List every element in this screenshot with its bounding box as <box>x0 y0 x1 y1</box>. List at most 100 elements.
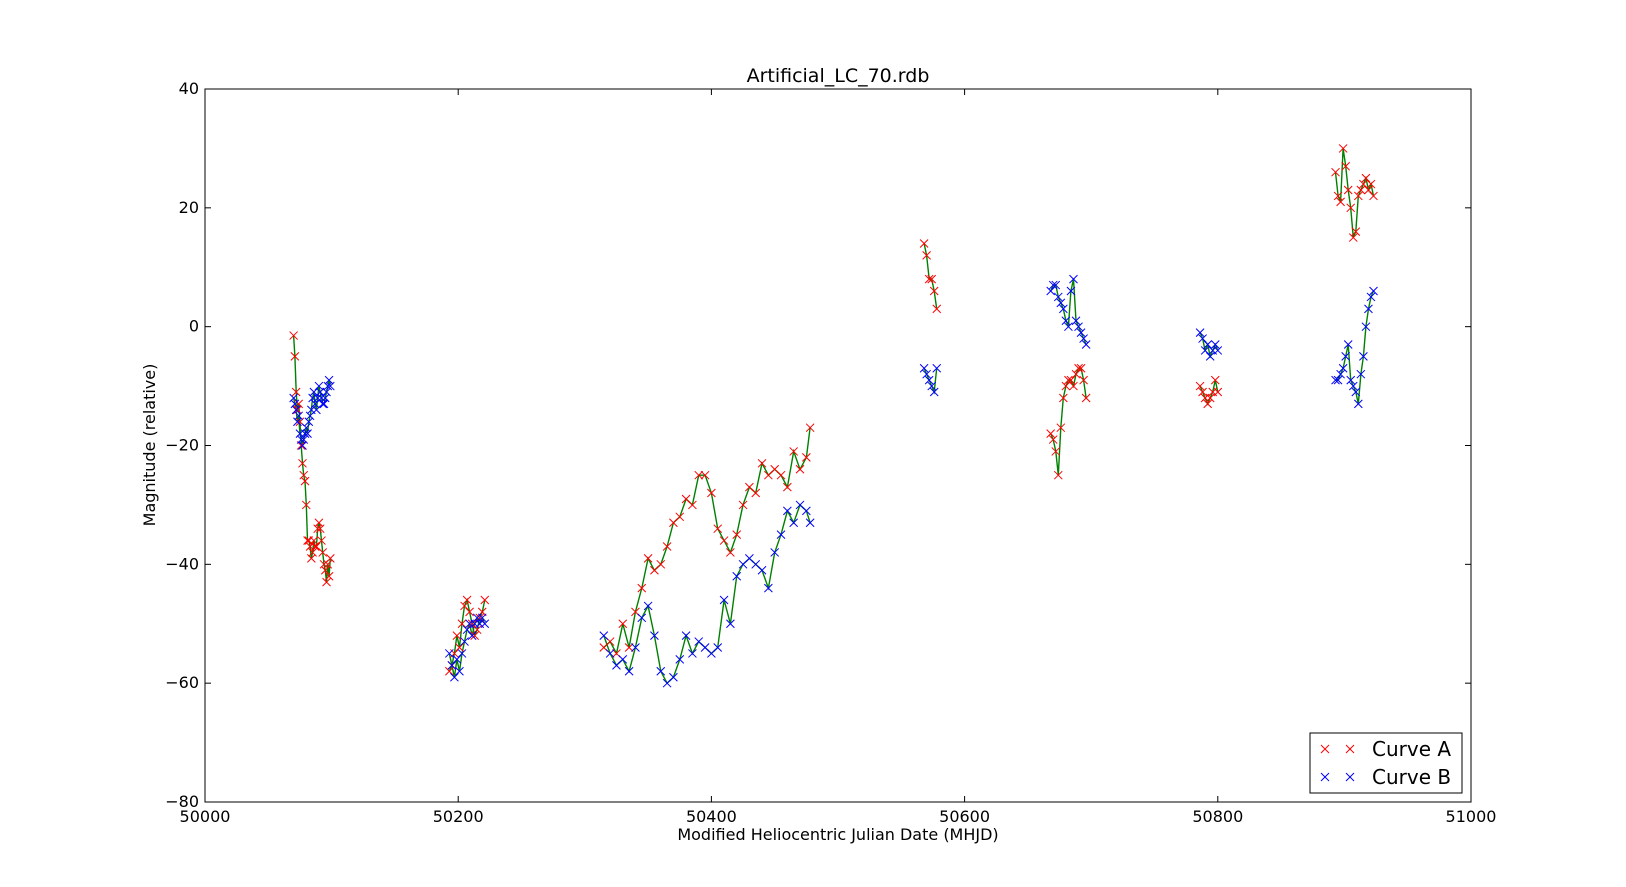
point-curve-b <box>1061 316 1071 326</box>
point-curve-b <box>477 613 487 623</box>
y-axis-title: Magnitude (relative) <box>140 364 159 527</box>
point-curve-b <box>1369 286 1378 296</box>
point-curve-a <box>713 524 723 534</box>
point-curve-a <box>1356 185 1366 195</box>
fit-line <box>923 243 938 309</box>
point-curve-b <box>294 411 304 421</box>
legend-marker <box>1345 772 1355 782</box>
y-tick-label: 0 <box>189 317 199 336</box>
point-curve-a <box>783 482 792 492</box>
point-curve-a <box>1361 173 1371 183</box>
point-curve-a <box>324 571 334 581</box>
x-tick-label: 51000 <box>1446 807 1497 826</box>
point-curve-a <box>932 304 942 314</box>
legend-marker <box>1320 744 1330 754</box>
y-tick-label: 20 <box>179 198 199 217</box>
point-curve-b <box>650 631 659 640</box>
point-curve-a <box>308 548 317 557</box>
point-curve-a <box>1198 387 1207 397</box>
point-curve-b <box>1198 334 1207 343</box>
fit-line <box>1335 290 1375 405</box>
point-curve-a <box>1364 185 1373 195</box>
point-curve-a <box>1213 387 1223 397</box>
point-curve-b <box>1076 328 1086 337</box>
point-curve-b <box>801 506 811 516</box>
point-curve-b <box>1066 286 1076 296</box>
point-curve-b <box>1053 292 1063 302</box>
point-curve-b <box>1353 399 1363 409</box>
point-curve-b <box>599 631 609 640</box>
point-curve-a <box>323 559 333 569</box>
point-curve-a <box>776 470 786 480</box>
point-curve-b <box>776 530 786 539</box>
point-curve-a <box>656 559 666 569</box>
point-curve-b <box>924 375 934 385</box>
y-tick-label: −40 <box>165 554 199 573</box>
point-curve-a <box>1359 179 1368 189</box>
axis-tick-labels: 50000 50200 50400 50600 50800 51000 −80 −60 −40 −… <box>165 79 1496 826</box>
point-curve-b <box>450 672 459 682</box>
point-curve-a <box>1074 363 1083 373</box>
point-curve-b <box>1338 363 1348 373</box>
point-curve-a <box>624 643 634 652</box>
point-curve-a <box>289 331 298 340</box>
point-curve-a <box>1046 429 1056 438</box>
y-tick-label: −60 <box>165 673 199 692</box>
legend-box <box>1309 732 1463 794</box>
point-curve-b <box>1213 346 1223 355</box>
point-curve-b <box>757 565 767 575</box>
point-curve-b <box>1056 298 1066 308</box>
point-curve-a <box>325 554 335 563</box>
point-curve-a <box>700 470 710 480</box>
point-curve-a <box>318 548 328 557</box>
point-curve-a <box>789 447 799 456</box>
point-curve-a <box>726 548 735 557</box>
point-curve-b <box>1200 346 1210 355</box>
point-curve-a <box>1066 375 1076 385</box>
data-markers <box>289 144 1378 688</box>
point-curve-a <box>1369 191 1378 201</box>
point-curve-b <box>789 518 799 528</box>
point-curve-a <box>929 286 939 296</box>
point-curve-a <box>1338 144 1348 153</box>
point-curve-a <box>322 577 331 587</box>
point-curve-a <box>303 536 312 545</box>
point-curve-a <box>719 536 729 545</box>
point-curve-b <box>460 637 469 646</box>
point-curve-a <box>1331 167 1340 177</box>
point-curve-a <box>1210 375 1220 385</box>
point-curve-b <box>457 649 467 658</box>
point-curve-b <box>1348 381 1358 391</box>
point-curve-b <box>291 405 301 415</box>
point-curve-a <box>1069 381 1078 391</box>
point-curve-b <box>681 631 691 640</box>
point-curve-a <box>290 352 300 361</box>
point-curve-b <box>1081 340 1091 349</box>
point-curve-a <box>462 595 472 605</box>
point-curve-b <box>452 655 462 664</box>
point-curve-b <box>1195 328 1205 337</box>
point-curve-b <box>624 666 634 676</box>
point-curve-b <box>1205 352 1215 361</box>
point-curve-a <box>738 500 748 510</box>
point-curve-a <box>1071 369 1081 379</box>
point-curve-a <box>618 619 628 629</box>
point-curve-b <box>1336 369 1345 379</box>
point-curve-b <box>1366 292 1376 302</box>
point-curve-a <box>452 631 462 640</box>
point-curve-a <box>927 274 937 284</box>
point-curve-b <box>309 387 319 397</box>
point-curve-b <box>455 666 464 676</box>
point-curve-a <box>1061 381 1071 391</box>
point-curve-b <box>764 583 773 593</box>
point-curve-b <box>1058 304 1068 314</box>
point-curve-a <box>1203 399 1213 409</box>
point-curve-a <box>444 666 454 676</box>
point-curve-b <box>637 613 647 623</box>
point-curve-a <box>1343 185 1353 195</box>
legend-label: Curve B <box>1372 765 1451 789</box>
point-curve-a <box>472 625 482 635</box>
y-tick-label: 40 <box>179 79 199 98</box>
point-curve-b <box>929 387 939 397</box>
point-curve-a <box>291 387 301 397</box>
